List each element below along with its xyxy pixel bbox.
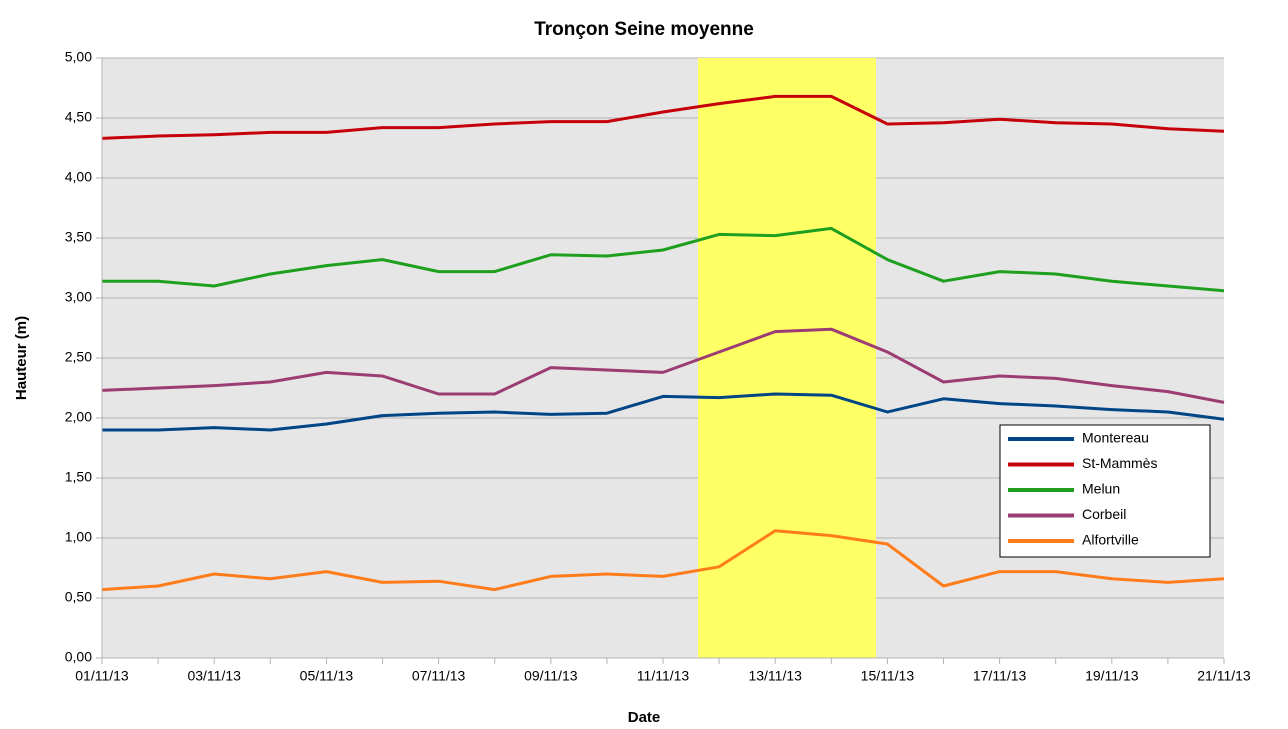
x-tick-label: 15/11/13 — [861, 668, 915, 684]
series-line — [102, 226, 1225, 293]
y-tick-label: 3,00 — [65, 289, 92, 305]
series-line — [101, 529, 1225, 592]
x-tick-label: 19/11/13 — [1085, 668, 1139, 684]
x-tick-label: 13/11/13 — [748, 668, 802, 684]
series-line — [102, 392, 1225, 432]
lines — [101, 94, 1225, 592]
legend-label: Corbeil — [1082, 506, 1126, 522]
x-tick-label: 07/11/13 — [412, 668, 466, 684]
y-tick-label: 4,50 — [65, 109, 92, 125]
x-axis-title: Date — [628, 709, 661, 726]
y-tick-label: 2,00 — [65, 409, 92, 425]
y-tick-label: 0,00 — [65, 649, 92, 665]
series-line — [101, 327, 1225, 404]
y-tick-label: 4,00 — [65, 169, 92, 185]
legend-label: Alfortville — [1082, 532, 1139, 548]
series-line — [101, 94, 1225, 140]
y-tick-label: 3,50 — [65, 229, 92, 245]
y-tick-label: 1,50 — [65, 469, 92, 485]
y-tick-label: 2,50 — [65, 349, 92, 365]
x-tick-label: 01/11/13 — [75, 668, 129, 684]
grid — [102, 57, 1224, 659]
x-tick-label: 11/11/13 — [637, 668, 690, 684]
y-tick-label: 0,50 — [65, 589, 92, 605]
y-tick-label: 5,00 — [65, 49, 92, 65]
x-tick-label: 21/11/13 — [1197, 668, 1251, 684]
y-axis-title: Hauteur (m) — [13, 316, 30, 400]
highlight-band — [698, 58, 876, 658]
legend: Montereau St-Mammès Melun Corbeil Alfortvill… — [999, 424, 1211, 558]
chart-title: Tronçon Seine moyenne — [534, 19, 754, 40]
x-tick-label: 17/11/13 — [973, 668, 1027, 684]
legend-label: Melun — [1082, 481, 1120, 497]
x-tick-label: 09/11/13 — [524, 668, 578, 684]
y-tick-label: 1,00 — [65, 529, 92, 545]
x-tick-label: 05/11/13 — [300, 668, 354, 684]
x-tick-label: 03/11/13 — [187, 668, 241, 684]
legend-label: St-Mammès — [1082, 455, 1157, 471]
legend-label: Montereau — [1082, 430, 1149, 446]
